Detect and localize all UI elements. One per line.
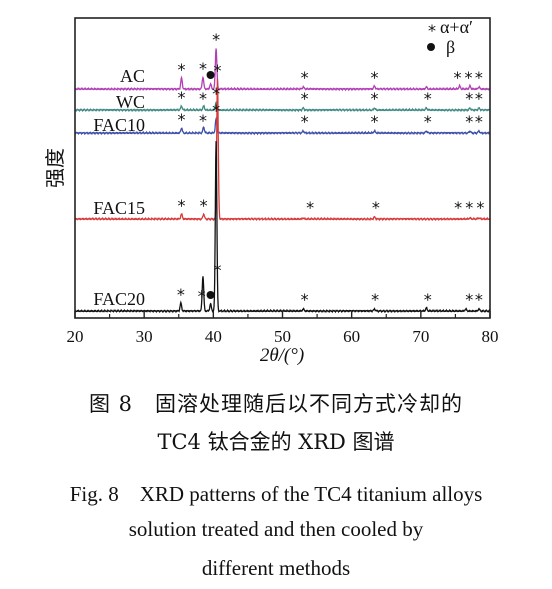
series-line-wc	[74, 101, 491, 113]
x-axis-label: 2θ/(°)	[260, 345, 304, 366]
caption-cn-line2: TC4 钛合金的 XRD 图谱	[157, 430, 395, 454]
alpha-peak-marker: *	[306, 198, 314, 217]
legend-label-alpha: α+α′	[440, 17, 473, 37]
legend: * α+α′β	[427, 17, 473, 57]
alpha-peak-marker: *	[178, 60, 186, 79]
series-label-wc: WC	[116, 92, 145, 112]
alpha-peak-marker: *	[301, 89, 309, 108]
x-tick-label: 30	[136, 327, 153, 346]
alpha-peak-marker: *	[212, 30, 220, 49]
series-label-ac: AC	[120, 66, 145, 86]
alpha-peak-marker: *	[424, 89, 432, 108]
alpha-peak-marker: *	[212, 84, 220, 103]
x-tick-label: 20	[67, 327, 84, 346]
alpha-peak-marker: *	[465, 68, 473, 87]
alpha-peak-marker: *	[178, 88, 186, 107]
series-line-fac10	[74, 116, 491, 136]
beta-peak-marker	[206, 291, 215, 299]
alpha-peak-marker: *	[475, 112, 483, 131]
alpha-peak-marker: *	[465, 89, 473, 108]
x-axis: 20 30 40 50 60 70 80	[67, 311, 499, 346]
alpha-peak-marker: *	[465, 112, 473, 131]
alpha-peak-marker: *	[199, 89, 207, 108]
alpha-peak-marker: *	[199, 111, 207, 130]
alpha-peak-marker: *	[301, 112, 309, 131]
alpha-peak-marker: *	[475, 290, 483, 309]
alpha-peak-marker: *	[475, 68, 483, 87]
alpha-peak-marker: *	[465, 198, 473, 217]
alpha-peak-marker: *	[200, 196, 208, 215]
alpha-peak-marker: *	[301, 290, 309, 309]
alpha-peak-marker: *	[454, 198, 462, 217]
series-line-fac20	[74, 141, 491, 314]
alpha-peak-marker: *	[370, 112, 378, 131]
alpha-peak-marker: *	[370, 68, 378, 87]
alpha-peak-marker: *	[465, 290, 473, 309]
alpha-peak-marker: *	[301, 68, 309, 87]
x-tick-label: 80	[482, 327, 499, 346]
caption-en-line2: solution treated and then cooled by	[128, 517, 424, 541]
series-label-fac15: FAC15	[93, 198, 145, 218]
alpha-peak-marker: *	[178, 196, 186, 215]
alpha-peak-marker: *	[371, 290, 379, 309]
series-label-fac20: FAC20	[93, 289, 145, 309]
series-line-ac	[74, 48, 491, 92]
x-tick-label: 60	[343, 327, 360, 346]
x-tick-label: 50	[274, 327, 291, 346]
caption-en-line1: Fig. 8 XRD patterns of the TC4 titanium …	[69, 482, 483, 506]
alpha-peak-marker: *	[475, 89, 483, 108]
alpha-peak-marker: *	[424, 290, 432, 309]
plot-marker-group: * *** * * * ** * * * * * * ** *** * * * ** *** * * * ** *** * * * *	[177, 30, 484, 309]
xrd-chart: * *** * * * ** * * * * * * ** *** * * * ** *** * * * ** *** * * * *…	[43, 17, 499, 366]
legend-asterisk-icon: *	[428, 21, 436, 40]
alpha-peak-marker: *	[178, 110, 186, 129]
alpha-peak-marker: *	[476, 198, 484, 217]
x-tick-label: 40	[205, 327, 222, 346]
x-tick-label: 70	[412, 327, 429, 346]
caption-en-line3: different methods	[201, 556, 351, 580]
series-label-fac10: FAC10	[93, 115, 145, 135]
alpha-peak-marker: *	[177, 285, 185, 304]
plot-series-group	[74, 48, 491, 314]
alpha-peak-marker: *	[213, 260, 221, 279]
caption-cn-line1: 图 8 固溶处理随后以不同方式冷却的	[88, 392, 464, 416]
legend-dot-icon	[427, 43, 435, 51]
alpha-peak-marker: *	[212, 101, 220, 120]
alpha-peak-marker: *	[453, 68, 461, 87]
beta-peak-marker	[206, 71, 215, 79]
alpha-peak-marker: *	[370, 89, 378, 108]
alpha-peak-marker: *	[372, 198, 380, 217]
alpha-peak-marker: *	[213, 61, 221, 80]
series-label-group: AC WC FAC10 FAC15 FAC20	[93, 66, 145, 309]
y-axis-label: 强度	[43, 148, 67, 188]
alpha-peak-marker: *	[198, 286, 206, 305]
legend-label-beta: β	[446, 37, 455, 57]
plot-frame	[74, 17, 491, 319]
series-line-fac15	[74, 78, 491, 222]
alpha-peak-marker: *	[424, 112, 432, 131]
alpha-peak-marker: *	[199, 59, 207, 78]
